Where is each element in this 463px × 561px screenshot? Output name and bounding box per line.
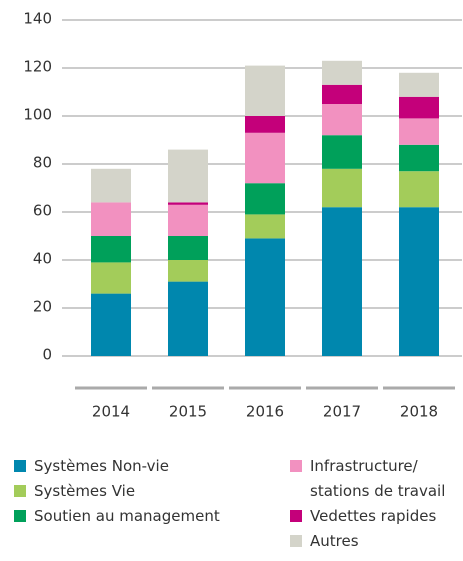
y-tick-label: 20 (33, 298, 52, 316)
bar-segment (322, 84, 362, 104)
bar-segment (168, 281, 208, 356)
legend-item: Systèmes Vie (14, 479, 274, 504)
x-tick-label: 2016 (246, 403, 284, 421)
legend-swatch (290, 460, 302, 472)
bar-segment (322, 168, 362, 208)
legend-label: Systèmes Vie (34, 482, 136, 500)
bar-segment (91, 168, 131, 203)
bar-segment (399, 144, 439, 172)
y-tick-label: 100 (23, 106, 52, 124)
x-tick-label: 2015 (169, 403, 207, 421)
bar-segment (168, 204, 208, 236)
bar-segment (168, 236, 208, 260)
x-tick-label: 2017 (323, 403, 361, 421)
x-tick-label: 2014 (92, 403, 130, 421)
bar-segment (245, 183, 285, 215)
y-tick-label: 40 (33, 250, 52, 268)
legend-item: Infrastructure/ stations de travail (290, 454, 458, 504)
bar-segment (91, 202, 131, 236)
bar-segment (322, 135, 362, 169)
bar-segment (322, 104, 362, 136)
bar-segment (245, 132, 285, 184)
bar-segment (399, 118, 439, 145)
legend-label: Autres (310, 532, 359, 550)
bar-segment (399, 171, 439, 208)
y-tick-label: 80 (33, 154, 52, 172)
bar-segment (168, 260, 208, 282)
legend-column: Systèmes Non-vie Systèmes Vie Soutien au m… (14, 454, 274, 529)
bar-segment (245, 214, 285, 239)
legend-swatch (14, 460, 26, 472)
legend-swatch (14, 510, 26, 522)
legend-item: Vedettes rapides (290, 504, 458, 529)
bar-segment (245, 116, 285, 133)
legend-item: Systèmes Non-vie (14, 454, 274, 479)
bar-segment (399, 96, 439, 119)
legend-swatch (290, 535, 302, 547)
legend-column: Infrastructure/ stations de travail Vedet… (290, 454, 458, 554)
legend-label: Soutien au management (34, 507, 220, 525)
bar-segment (245, 65, 285, 116)
bar-segment (91, 262, 131, 294)
legend-label: Infrastructure/ stations de travail (310, 457, 446, 500)
legend-item: Autres (290, 529, 458, 554)
bar-segment (168, 202, 208, 205)
y-tick-label: 140 (23, 10, 52, 28)
legend-swatch (14, 485, 26, 497)
bar-segment (168, 149, 208, 203)
bar-segment (91, 236, 131, 263)
bar-segment (399, 207, 439, 356)
legend-label: Vedettes rapides (310, 507, 437, 525)
legend-item: Soutien au management (14, 504, 274, 529)
y-tick-label: 0 (42, 346, 52, 364)
y-tick-label: 60 (33, 202, 52, 220)
chart: 0 20 40 60 80 100 120 140 2014 2015 2016 2017 2018 (23, 10, 462, 421)
bar-segment (399, 72, 439, 97)
legend-swatch (290, 510, 302, 522)
bar-segment (245, 238, 285, 356)
bar-segment (322, 207, 362, 356)
y-tick-label: 120 (23, 58, 52, 76)
legend-label: Systèmes Non-vie (34, 457, 169, 475)
bar-segment (322, 60, 362, 85)
bar-segment (91, 293, 131, 356)
x-tick-label: 2018 (400, 403, 438, 421)
